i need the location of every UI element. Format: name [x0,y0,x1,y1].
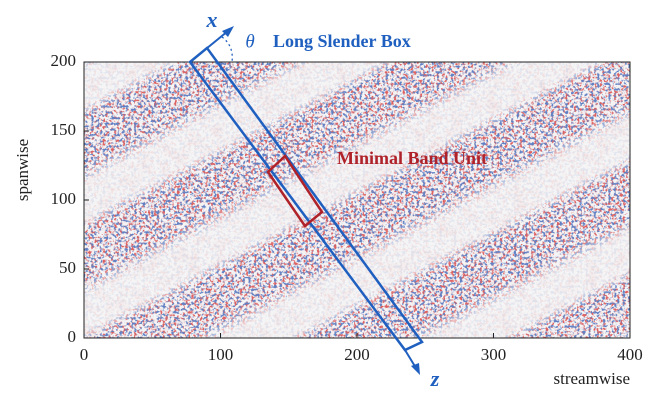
turbulent-bands [84,62,630,338]
y-tick-label: 100 [51,189,77,208]
y-tick-label: 150 [51,120,77,139]
y-tick-label: 200 [51,51,77,70]
x-tick-label: 400 [617,345,643,364]
z-symbol: z [430,366,440,391]
x-tick-label: 200 [344,345,370,364]
y-axis-label: spanwise [13,139,32,201]
arrow-head [222,26,234,37]
x-symbol: x [206,7,218,32]
field [84,62,630,338]
x-axis-label: streamwise [554,369,630,388]
y-tick-label: 50 [59,258,76,277]
theta-symbol: θ [245,31,254,52]
arrow-head [411,363,420,375]
minimal-band-unit-label: Minimal Band Unit [337,148,487,168]
minimal-band-unit-box [266,154,324,228]
x-tick-label: 300 [481,345,507,364]
x-direction-arrow [189,30,229,63]
axes: 0 100 200 300 400 0 50 100 150 200 streamwise spanw… [13,51,643,388]
y-tick-label: 0 [68,327,77,346]
long-slender-box-label: Long Slender Box [273,31,411,51]
theta-arc [221,36,233,63]
blue-fluctuations [84,62,630,338]
x-tick-label: 0 [80,345,89,364]
x-tick-label: 100 [208,345,234,364]
